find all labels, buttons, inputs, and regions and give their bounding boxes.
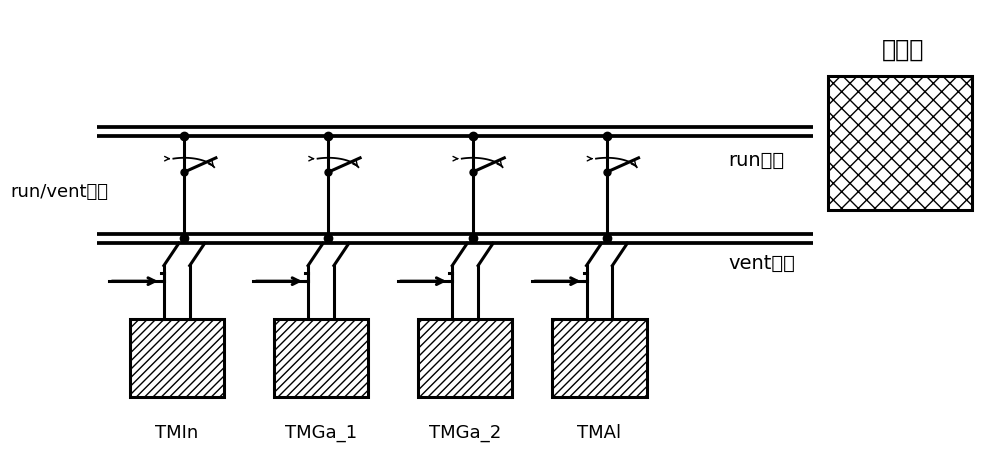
Text: TMIn: TMIn <box>155 423 198 442</box>
Text: TMGa_2: TMGa_2 <box>429 423 501 442</box>
Bar <box>828 76 972 210</box>
Text: TMAl: TMAl <box>577 423 622 442</box>
Text: TMGa_1: TMGa_1 <box>285 423 357 442</box>
Text: vent管道: vent管道 <box>729 254 796 273</box>
Text: 反应室: 反应室 <box>882 37 924 61</box>
Bar <box>418 319 512 397</box>
Bar <box>552 319 647 397</box>
Bar <box>130 319 224 397</box>
Bar <box>274 319 368 397</box>
Text: run/vent阀门: run/vent阀门 <box>11 183 109 201</box>
Text: run管道: run管道 <box>729 152 785 170</box>
